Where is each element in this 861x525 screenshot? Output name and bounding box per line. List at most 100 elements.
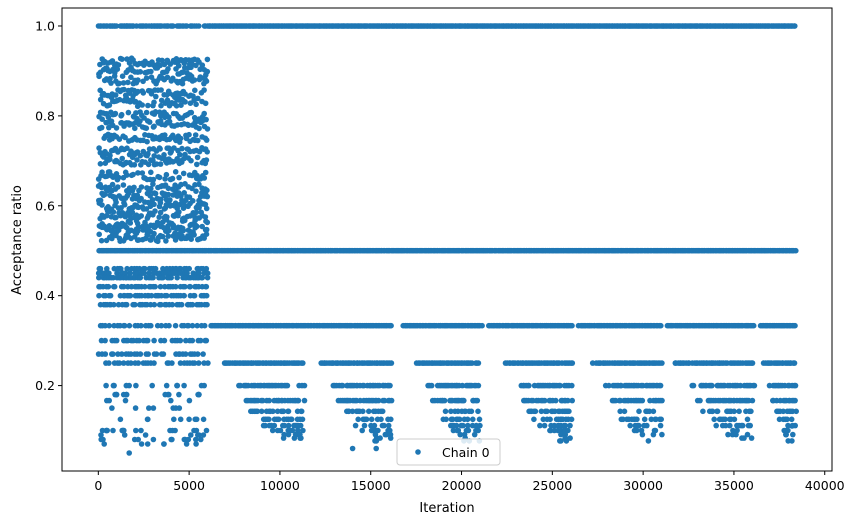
data-point xyxy=(109,58,116,64)
data-point xyxy=(563,438,570,444)
data-point xyxy=(137,351,144,357)
data-point xyxy=(792,397,798,404)
data-point xyxy=(113,337,120,344)
data-point xyxy=(123,301,130,308)
data-point xyxy=(148,292,155,299)
data-point xyxy=(166,114,172,120)
data-point xyxy=(741,435,747,441)
data-point xyxy=(203,226,210,233)
data-point xyxy=(174,382,180,389)
data-point xyxy=(170,23,176,29)
data-point xyxy=(193,416,200,423)
data-point xyxy=(468,408,475,415)
data-point xyxy=(141,270,148,277)
data-point xyxy=(204,274,211,281)
data-point xyxy=(194,161,200,168)
data-point xyxy=(127,292,134,299)
data-point xyxy=(135,360,142,366)
data-point xyxy=(360,408,366,415)
data-point xyxy=(109,405,115,411)
x-tick-label: 30000 xyxy=(623,478,663,493)
data-point xyxy=(99,427,106,434)
data-point xyxy=(117,416,124,423)
data-point xyxy=(172,169,179,175)
x-axis: 0 5000 10000 15000 20000 25000 30000 35000 40000 xyxy=(94,471,845,493)
data-point xyxy=(135,170,141,176)
y-tick-label: 0.8 xyxy=(35,108,55,123)
data-point xyxy=(165,233,172,239)
data-point xyxy=(659,360,665,366)
data-point xyxy=(659,431,665,438)
data-point xyxy=(121,283,127,290)
data-point xyxy=(565,427,571,434)
data-point xyxy=(145,416,151,423)
data-point xyxy=(606,382,612,389)
data-point xyxy=(733,431,739,438)
data-point xyxy=(121,322,128,329)
data-point xyxy=(126,322,133,329)
data-point xyxy=(140,90,147,96)
data-point xyxy=(158,87,164,93)
data-point xyxy=(148,169,154,176)
data-point xyxy=(195,95,201,102)
data-point xyxy=(793,247,799,254)
data-point xyxy=(130,171,136,178)
data-point xyxy=(731,416,738,423)
data-point xyxy=(172,427,178,434)
data-point xyxy=(298,408,305,415)
data-point xyxy=(173,226,180,232)
data-point xyxy=(158,322,165,329)
data-point xyxy=(196,204,202,211)
data-point xyxy=(349,408,356,415)
data-point xyxy=(98,184,105,191)
data-point xyxy=(138,427,144,434)
data-point xyxy=(150,176,157,183)
data-point xyxy=(145,232,151,238)
data-point xyxy=(258,408,265,415)
data-point xyxy=(171,416,177,423)
x-tick-label: 35000 xyxy=(714,478,754,493)
data-point xyxy=(541,397,548,404)
data-point xyxy=(748,408,754,415)
data-point xyxy=(460,422,466,429)
data-point xyxy=(157,161,164,167)
data-point xyxy=(102,322,108,329)
data-point xyxy=(173,405,179,411)
data-point xyxy=(164,292,170,299)
data-point xyxy=(144,138,150,145)
y-axis-label: Acceptance ratio xyxy=(10,185,25,295)
data-point xyxy=(97,96,104,103)
data-point xyxy=(124,145,130,151)
data-point xyxy=(110,427,116,434)
data-point xyxy=(388,416,394,423)
data-point xyxy=(115,351,121,357)
data-point xyxy=(151,301,158,308)
data-point xyxy=(186,131,192,138)
data-point xyxy=(645,438,652,444)
data-point xyxy=(110,382,117,389)
data-point xyxy=(150,274,156,281)
data-point xyxy=(157,200,164,206)
data-point xyxy=(476,416,483,423)
data-point xyxy=(193,188,199,194)
legend-marker xyxy=(415,449,421,455)
data-point xyxy=(178,102,184,108)
data-point xyxy=(186,194,193,200)
data-point xyxy=(179,80,186,87)
data-point xyxy=(97,161,104,167)
x-tick-label: 25000 xyxy=(532,478,572,493)
data-point xyxy=(133,382,139,389)
data-point xyxy=(191,427,197,434)
data-point xyxy=(202,100,209,107)
data-point xyxy=(441,397,448,404)
data-point xyxy=(152,109,159,115)
data-point xyxy=(379,408,386,415)
data-point xyxy=(110,351,116,357)
data-point xyxy=(142,283,148,290)
data-point xyxy=(162,391,168,398)
data-point xyxy=(736,408,742,415)
data-point xyxy=(195,391,201,398)
data-point xyxy=(133,230,140,236)
data-point xyxy=(173,103,180,109)
data-point xyxy=(352,422,359,429)
